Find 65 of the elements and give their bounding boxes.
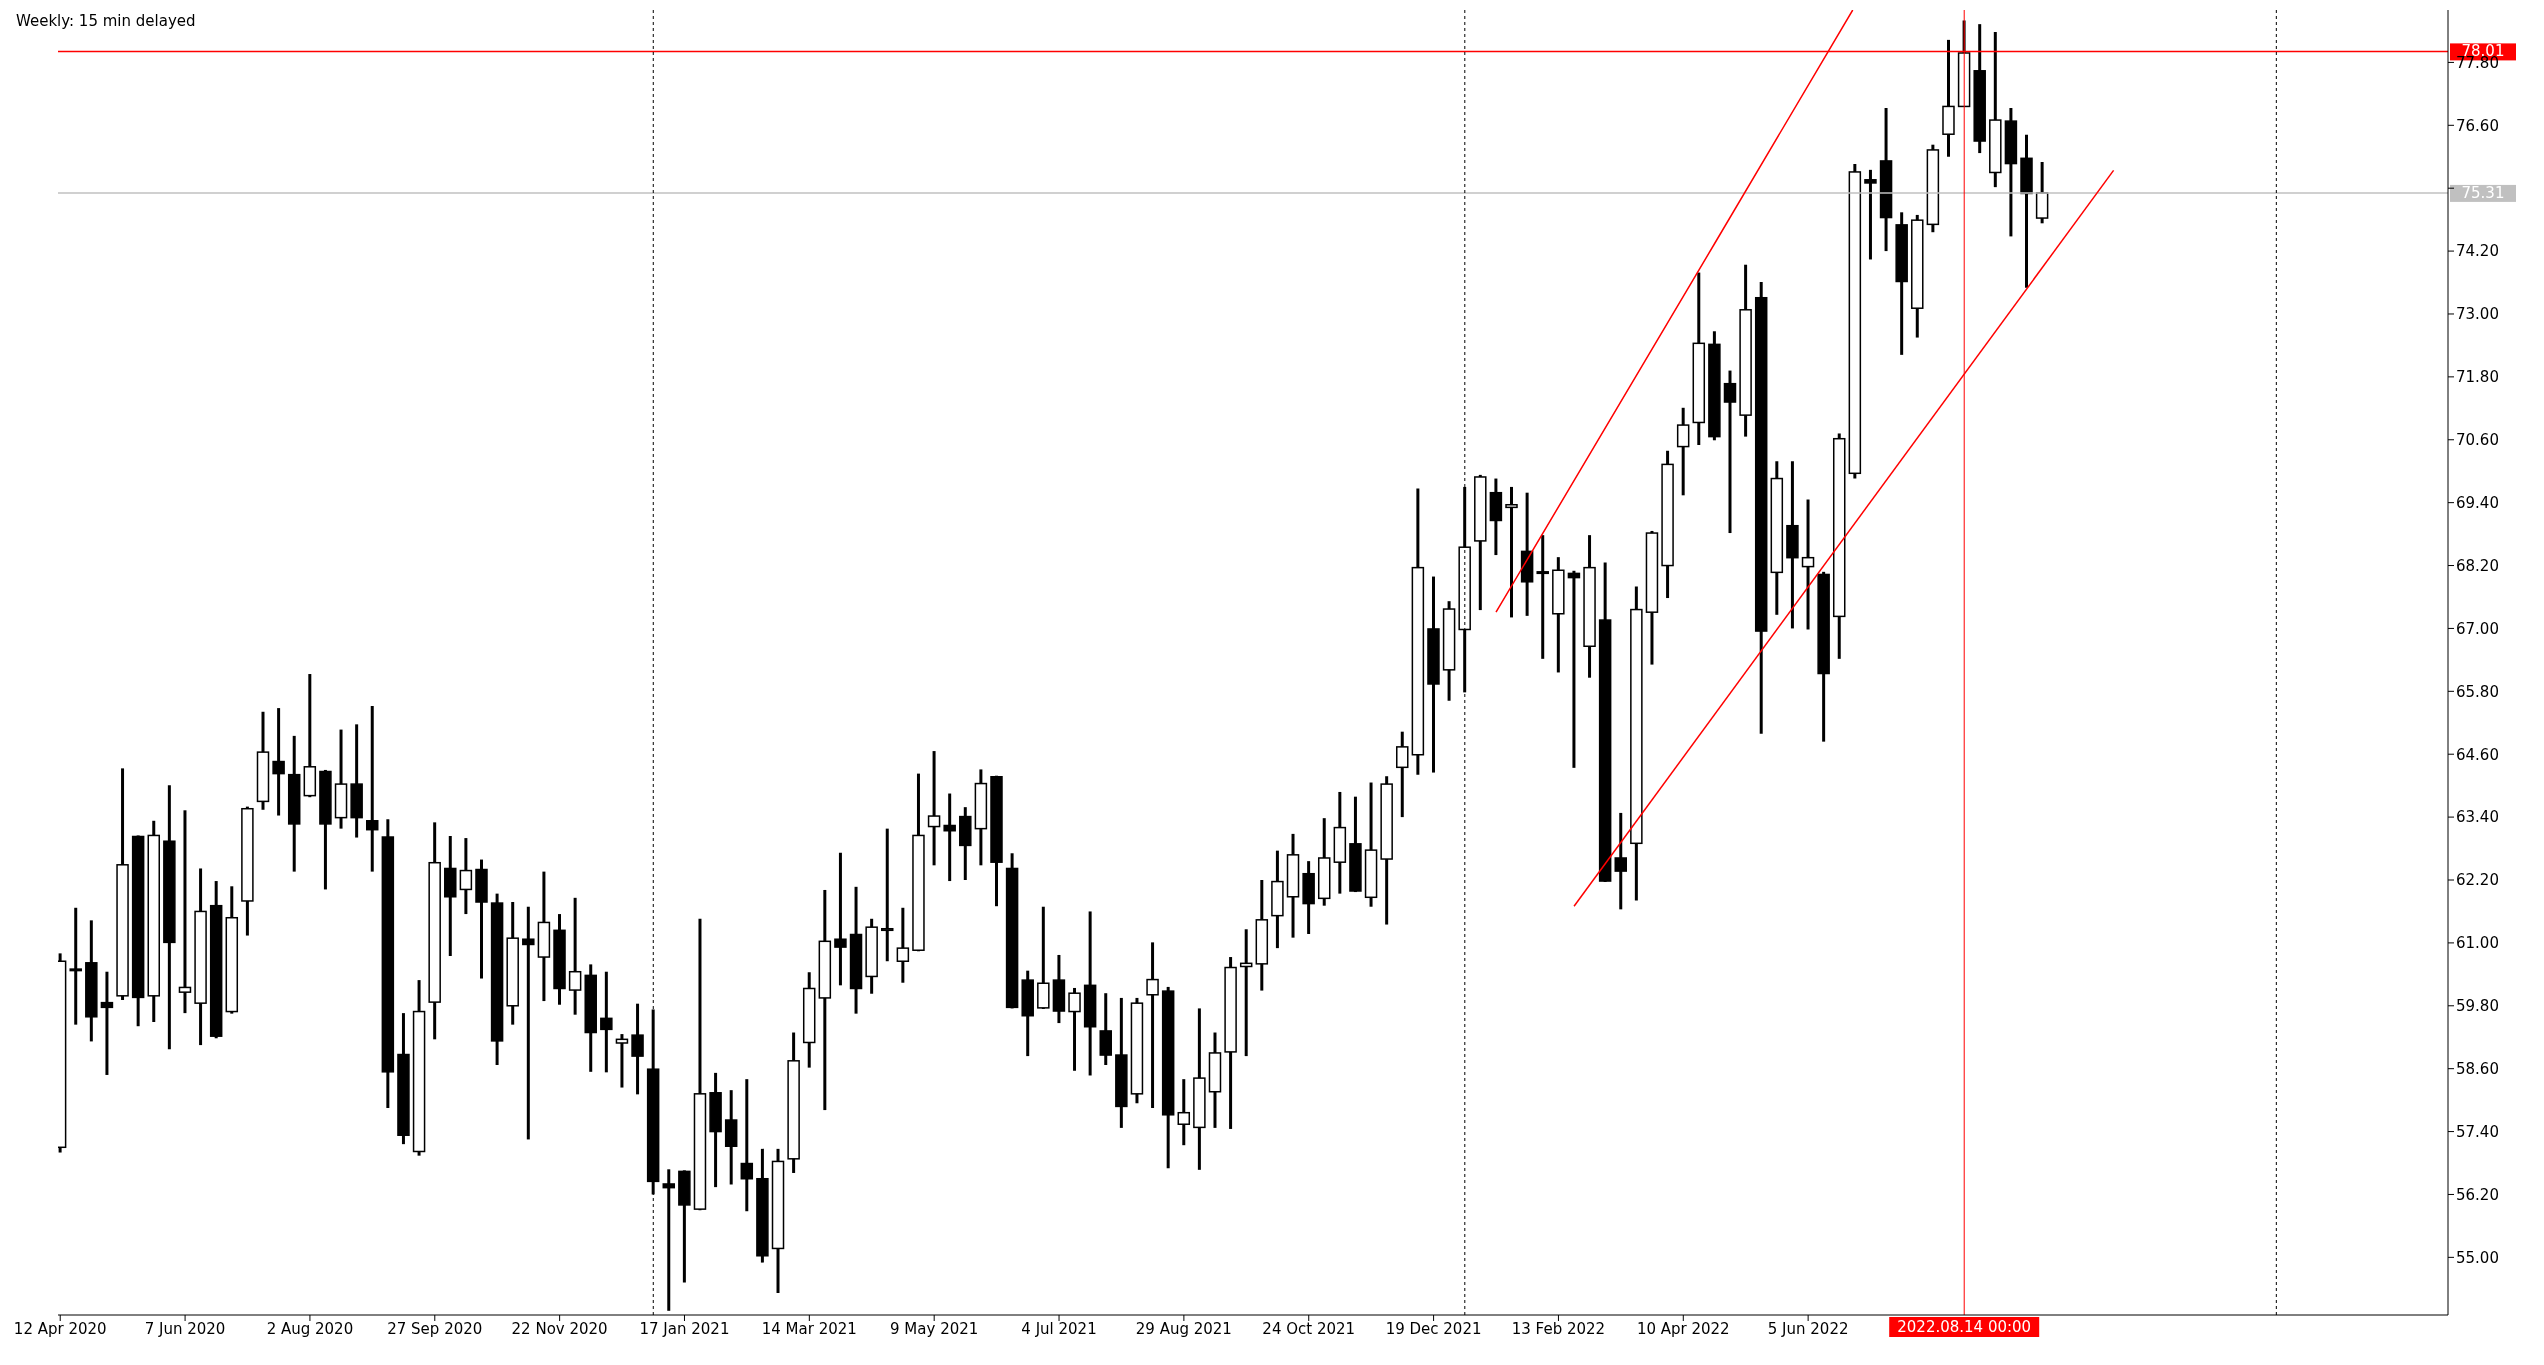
y-tick-label: 65.80	[2456, 682, 2499, 701]
candlestick	[568, 896, 582, 1015]
y-tick-label: 63.40	[2456, 808, 2499, 827]
y-tick-label: 69.40	[2456, 493, 2499, 512]
ref-line-label: 75.31	[2461, 183, 2505, 202]
candlestick	[927, 751, 941, 866]
candlestick	[1723, 370, 1737, 535]
y-tick-label: 56.20	[2456, 1185, 2499, 1204]
y-tick-label: 76.60	[2456, 116, 2499, 135]
x-tick-label: 17 Jan 2021	[639, 1319, 730, 1338]
y-tick-label: 67.00	[2456, 619, 2499, 638]
candlestick	[1068, 986, 1081, 1071]
candlestick	[834, 852, 847, 986]
y-tick-label: 71.80	[2456, 368, 2499, 387]
x-tick-label: 12 Apr 2020	[13, 1319, 107, 1338]
candlestick	[631, 1003, 644, 1095]
y-tick-label: 68.20	[2456, 556, 2499, 575]
x-tick-label: 24 Oct 2021	[1262, 1319, 1356, 1338]
x-tick-label: 7 Jun 2020	[144, 1319, 226, 1338]
candlestick	[662, 1169, 676, 1311]
candlestick	[366, 706, 379, 872]
candlestick	[272, 708, 285, 816]
candlestick	[178, 810, 192, 1015]
candlestick	[1801, 499, 1815, 630]
x-tick-label: 13 Feb 2022	[1511, 1319, 1606, 1338]
x-tick-label: 5 Jun 2022	[1767, 1319, 1849, 1338]
y-tick-label: 73.00	[2456, 305, 2499, 324]
x-tick-label: 9 May 2021	[890, 1319, 979, 1338]
candlestick	[1177, 1079, 1191, 1147]
y-tick-label: 62.20	[2456, 871, 2499, 890]
candlestick	[1676, 406, 1690, 496]
y-tick-label: 58.60	[2456, 1060, 2499, 1078]
candlestick	[600, 971, 613, 1073]
candlestick	[69, 906, 82, 1025]
candlestick	[881, 828, 894, 963]
y-tick-label: 59.80	[2456, 997, 2499, 1016]
candlestick	[1614, 811, 1627, 910]
candlestick	[1396, 731, 1409, 819]
candlestick	[896, 906, 910, 983]
x-tick-label: 2 Aug 2020	[266, 1319, 354, 1338]
candlestick	[615, 1034, 629, 1088]
candlestick	[1864, 168, 1877, 260]
x-tick-label: 19 Dec 2021	[1385, 1319, 1482, 1338]
x-tick-label: 14 Mar 2021	[761, 1319, 857, 1338]
candlestick	[100, 971, 114, 1075]
y-tick-label: 70.60	[2456, 431, 2499, 450]
ref-line-label: 2022.08.14 00:00	[1897, 1318, 2032, 1336]
candlestick	[459, 838, 473, 916]
y-tick-label: 55.00	[2456, 1248, 2499, 1267]
y-tick-label: 57.40	[2456, 1122, 2499, 1141]
candlestick	[740, 1079, 754, 1213]
x-tick-label: 10 Apr 2022	[1636, 1319, 1730, 1338]
candlestick	[1146, 942, 1159, 1108]
candlestick	[1505, 485, 1518, 618]
chart-title: Weekly: 15 min delayed	[16, 12, 196, 30]
x-tick-label: 22 Nov 2020	[511, 1319, 608, 1338]
x-tick-label: 4 Jul 2021	[1021, 1319, 1097, 1338]
y-tick-label: 74.20	[2456, 242, 2499, 261]
x-tick-label: 29 Aug 2021	[1135, 1319, 1232, 1338]
y-tick-label: 64.60	[2456, 745, 2499, 764]
y-tick-label: 61.00	[2456, 934, 2499, 953]
candlestick	[1536, 535, 1549, 659]
candlestick	[522, 906, 535, 1140]
candlestick	[943, 793, 956, 883]
x-tick-label: 27 Sep 2020	[387, 1319, 483, 1338]
